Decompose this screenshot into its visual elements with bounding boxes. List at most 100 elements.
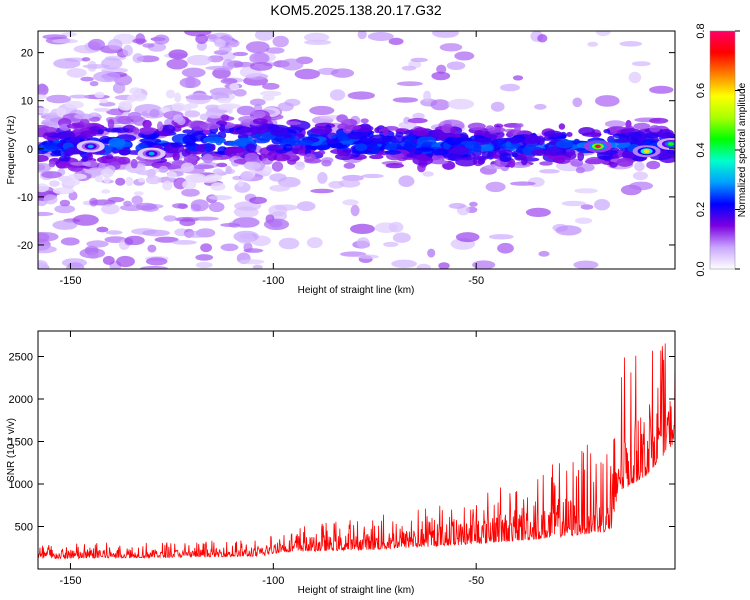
heatmap-cell xyxy=(412,155,434,166)
heatmap-cell xyxy=(165,89,176,99)
heatmap-cell xyxy=(422,171,434,177)
heatmap-cell xyxy=(116,255,135,268)
heatmap-cell xyxy=(342,199,359,206)
heatmap-cell xyxy=(427,248,436,258)
heatmap-cell xyxy=(54,204,76,214)
heatmap-cell xyxy=(192,216,220,221)
heatmap-cell xyxy=(186,93,212,105)
colorbar-tick-label: 0.2 xyxy=(695,202,707,217)
heatmap-cell xyxy=(214,39,226,48)
heatmap-cell xyxy=(252,264,263,269)
heatmap-cell xyxy=(208,32,233,44)
heatmap-cell xyxy=(49,180,60,187)
heatmap-cell xyxy=(41,171,62,179)
heatmap-x-axis-label: Height of straight line (km) xyxy=(298,285,415,296)
heatmap-cell xyxy=(139,127,155,135)
snr-line xyxy=(38,343,675,560)
heatmap-cell xyxy=(176,117,186,126)
heatmap-cell xyxy=(142,119,152,129)
heatmap-cell xyxy=(174,92,182,103)
heatmap-cell xyxy=(112,82,126,94)
heatmap-cell xyxy=(38,83,47,93)
heatmap-cell xyxy=(317,172,328,184)
heatmap-cell xyxy=(101,203,120,215)
heatmap-cell xyxy=(572,97,583,108)
colorbar-tick-label: 0.4 xyxy=(695,142,707,157)
heatmap-cell xyxy=(64,100,84,109)
heatmap-cell xyxy=(99,99,109,104)
heatmap-cell xyxy=(410,57,428,63)
heatmap-cell xyxy=(122,44,133,57)
heatmap-cell xyxy=(252,118,268,125)
heatmap-cell xyxy=(245,41,270,54)
heatmap-cell xyxy=(277,102,294,112)
heatmap-cell xyxy=(93,71,121,83)
heatmap-cell xyxy=(632,171,649,181)
heatmap-cell xyxy=(555,140,574,149)
heatmap-cell xyxy=(208,195,232,201)
heatmap-cell xyxy=(347,132,363,140)
y-tick-label: 0 xyxy=(27,144,33,156)
heatmap-cell xyxy=(497,242,514,254)
heatmap-cell xyxy=(382,126,389,137)
heatmap-cell xyxy=(130,158,138,169)
snr-x-ticks: -150 -100 -50 xyxy=(59,331,484,587)
heatmap-cell xyxy=(446,137,462,146)
heatmap-cell xyxy=(236,232,255,244)
heatmap-cell xyxy=(643,132,661,139)
heatmap-cell xyxy=(80,76,94,82)
heatmap-cell xyxy=(477,159,485,165)
heatmap-cell xyxy=(38,162,52,173)
heatmap-cell xyxy=(511,152,519,158)
heatmap-hotspot xyxy=(87,144,94,149)
heatmap-cell xyxy=(412,112,425,120)
heatmap-cell xyxy=(94,175,104,183)
heatmap-cell xyxy=(249,196,267,204)
heatmap-cell xyxy=(508,158,516,168)
heatmap-cell xyxy=(432,31,459,38)
heatmap-cell xyxy=(280,58,304,71)
heatmap-cell xyxy=(64,153,71,163)
heatmap-cell xyxy=(232,51,248,57)
heatmap-cell xyxy=(87,167,105,176)
heatmap-cell xyxy=(171,240,197,245)
heatmap-cell xyxy=(546,146,564,156)
x-tick-label: -50 xyxy=(468,575,484,587)
heatmap-cell xyxy=(329,89,346,101)
heatmap-cell xyxy=(610,127,618,134)
heatmap-cell xyxy=(619,41,643,47)
heatmap-cell xyxy=(105,230,123,235)
heatmap-cell xyxy=(216,162,228,168)
heatmap-cell xyxy=(168,49,188,60)
heatmap-cell xyxy=(469,201,478,207)
heatmap-cell xyxy=(52,220,78,230)
heatmap-cell xyxy=(628,71,642,84)
heatmap-cell xyxy=(310,126,333,135)
heatmap-cell xyxy=(87,152,93,161)
heatmap-cell xyxy=(649,125,661,133)
heatmap-cell xyxy=(132,53,144,64)
heatmap-hotspot xyxy=(643,149,650,153)
x-tick-label: -100 xyxy=(262,575,284,587)
heatmap-cell xyxy=(217,97,232,104)
heatmap-cell xyxy=(413,127,429,137)
heatmap-cell xyxy=(145,175,162,185)
heatmap-cell xyxy=(101,189,111,194)
heatmap-cell xyxy=(395,131,404,138)
heatmap-cell xyxy=(243,248,264,253)
heatmap-cell xyxy=(627,131,643,139)
heatmap-cell xyxy=(82,161,92,167)
heatmap-cell xyxy=(182,180,197,190)
heatmap-hotspot xyxy=(594,144,601,149)
heatmap-cell xyxy=(317,150,326,155)
heatmap-cell xyxy=(66,123,85,129)
heatmap-cell xyxy=(154,236,179,243)
heatmap-cell xyxy=(283,143,293,152)
heatmap-cell xyxy=(633,122,651,130)
heatmap-cell xyxy=(181,67,206,78)
heatmap-cell xyxy=(243,161,261,171)
snr-y-ticks: 500 1000 1500 2000 2500 xyxy=(9,352,675,534)
heatmap-cell xyxy=(72,214,99,226)
heatmap-cell xyxy=(646,160,661,170)
